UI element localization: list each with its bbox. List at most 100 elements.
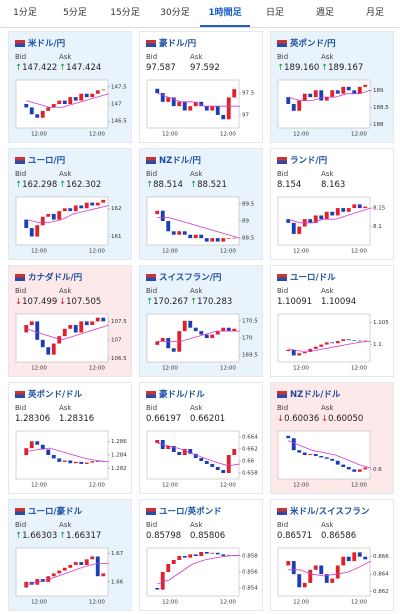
y-tick-label: 0.66 bbox=[242, 459, 255, 465]
candle bbox=[297, 100, 302, 111]
candle bbox=[177, 231, 182, 235]
bid-label: Bid bbox=[15, 53, 27, 61]
candle bbox=[29, 321, 34, 326]
pair-title: NZドル/円 bbox=[159, 156, 201, 166]
rate-card[interactable]: ユーロ/英ポンド Bid Ask 0.85798 0.85806 0.858 0.856 0.… bbox=[139, 499, 263, 611]
tab[interactable]: 1時間足 bbox=[200, 0, 250, 27]
bid-label: Bid bbox=[146, 287, 158, 295]
candle bbox=[90, 93, 95, 98]
candle bbox=[324, 574, 329, 583]
y-tick-label: 1.284 bbox=[111, 453, 127, 459]
candle bbox=[188, 449, 193, 454]
moving-average bbox=[288, 440, 371, 469]
x-tick-label: 12:00 bbox=[89, 483, 105, 489]
y-tick-label: 189 bbox=[373, 88, 384, 94]
candle bbox=[297, 353, 302, 356]
candle bbox=[193, 554, 198, 556]
candle bbox=[24, 104, 29, 108]
candle bbox=[221, 114, 226, 120]
candle bbox=[286, 349, 291, 352]
pair-title: カナダドル/円 bbox=[28, 273, 83, 283]
candle bbox=[346, 467, 351, 470]
candle bbox=[341, 464, 346, 467]
candle bbox=[204, 552, 209, 554]
candle bbox=[308, 569, 313, 583]
candle bbox=[313, 454, 318, 456]
flag-icon bbox=[15, 274, 25, 281]
candle bbox=[346, 86, 351, 91]
ask-label: Ask bbox=[59, 287, 72, 295]
tab[interactable]: 日足 bbox=[265, 8, 284, 18]
mini-chart: 1.105 1.1 12:00 12:00 bbox=[277, 313, 389, 372]
candle bbox=[210, 552, 215, 554]
candle bbox=[210, 334, 215, 338]
candle bbox=[232, 89, 237, 98]
x-tick-label: 12:00 bbox=[162, 132, 178, 138]
y-tick-label: 8.1 bbox=[373, 224, 382, 230]
rate-card[interactable]: 英ポンド/ドル Bid Ask 1.28306 1.28316 1.286 1.284 1.2… bbox=[8, 382, 132, 494]
candle bbox=[313, 215, 318, 223]
pair-title: ユーロ/豪ドル bbox=[28, 507, 83, 517]
candle bbox=[221, 327, 226, 332]
rate-card[interactable]: ユーロ/ドル Bid Ask 1.10091 1.10094 1.105 1.1 12:00 1… bbox=[270, 265, 394, 377]
ask-label: Ask bbox=[321, 521, 334, 529]
bid-value: 189.160 bbox=[277, 63, 319, 73]
candle bbox=[166, 446, 171, 449]
candle bbox=[84, 202, 89, 209]
candle bbox=[73, 562, 78, 565]
ask-value: 0.85806 bbox=[190, 531, 226, 541]
candle bbox=[341, 86, 346, 94]
bid-label: Bid bbox=[15, 287, 27, 295]
rate-card[interactable]: 豪ドル/円 Bid Ask 97.587 97.592 97.5 97 12:00 12:00 bbox=[139, 31, 263, 143]
candle bbox=[199, 101, 204, 107]
candle bbox=[226, 455, 231, 473]
candle bbox=[46, 107, 51, 111]
plot-area bbox=[15, 313, 109, 363]
candle bbox=[324, 342, 329, 345]
x-tick-label: 12:00 bbox=[162, 483, 178, 489]
x-tick-label: 12:00 bbox=[220, 600, 236, 606]
ask-value: 0.66201 bbox=[190, 414, 226, 424]
mini-chart: 1.67 1.66 12:00 12:00 bbox=[15, 547, 124, 606]
x-tick-label: 12:00 bbox=[31, 483, 47, 489]
y-tick-label: 97 bbox=[242, 112, 249, 118]
candle bbox=[73, 461, 78, 464]
x-tick-label: 12:00 bbox=[89, 249, 105, 255]
candle bbox=[302, 93, 307, 101]
tab[interactable]: 5分足 bbox=[63, 8, 87, 18]
flag-icon bbox=[15, 508, 25, 515]
candle bbox=[62, 100, 67, 104]
bid-value: 1.66303 bbox=[15, 531, 57, 541]
tab[interactable]: 週足 bbox=[315, 8, 334, 18]
rate-card[interactable]: 米ドル/スイスフラン Bid Ask 0.86571 0.86586 0.866 0.864… bbox=[270, 499, 394, 611]
tab[interactable]: 15分足 bbox=[110, 8, 140, 18]
tab[interactable]: 1分足 bbox=[13, 8, 37, 18]
moving-average bbox=[157, 330, 240, 342]
candle bbox=[297, 226, 302, 234]
mini-chart: 189 188.5 188 12:00 12:00 bbox=[277, 79, 389, 138]
tab[interactable]: 30分足 bbox=[160, 8, 190, 18]
candle bbox=[35, 441, 40, 445]
y-tick-label: 107 bbox=[111, 337, 122, 343]
candle bbox=[330, 342, 335, 344]
candle bbox=[308, 454, 313, 455]
rate-card[interactable]: 豪ドル/ドル Bid Ask 0.66197 0.66201 0.664 0.662 0.66… bbox=[139, 382, 263, 494]
candle bbox=[73, 97, 78, 101]
candle bbox=[160, 93, 165, 102]
ask-value: 1.10094 bbox=[321, 297, 357, 307]
flag-icon bbox=[146, 157, 156, 164]
tab[interactable]: 月足 bbox=[365, 8, 384, 18]
candle bbox=[363, 84, 368, 87]
x-tick-label: 12:00 bbox=[351, 600, 367, 606]
bid-label: Bid bbox=[277, 287, 289, 295]
moving-average bbox=[288, 89, 371, 102]
rate-card[interactable]: ランド/円 Bid Ask 8.154 8.163 8.15 8.1 12:00 12:00 bbox=[270, 148, 394, 260]
